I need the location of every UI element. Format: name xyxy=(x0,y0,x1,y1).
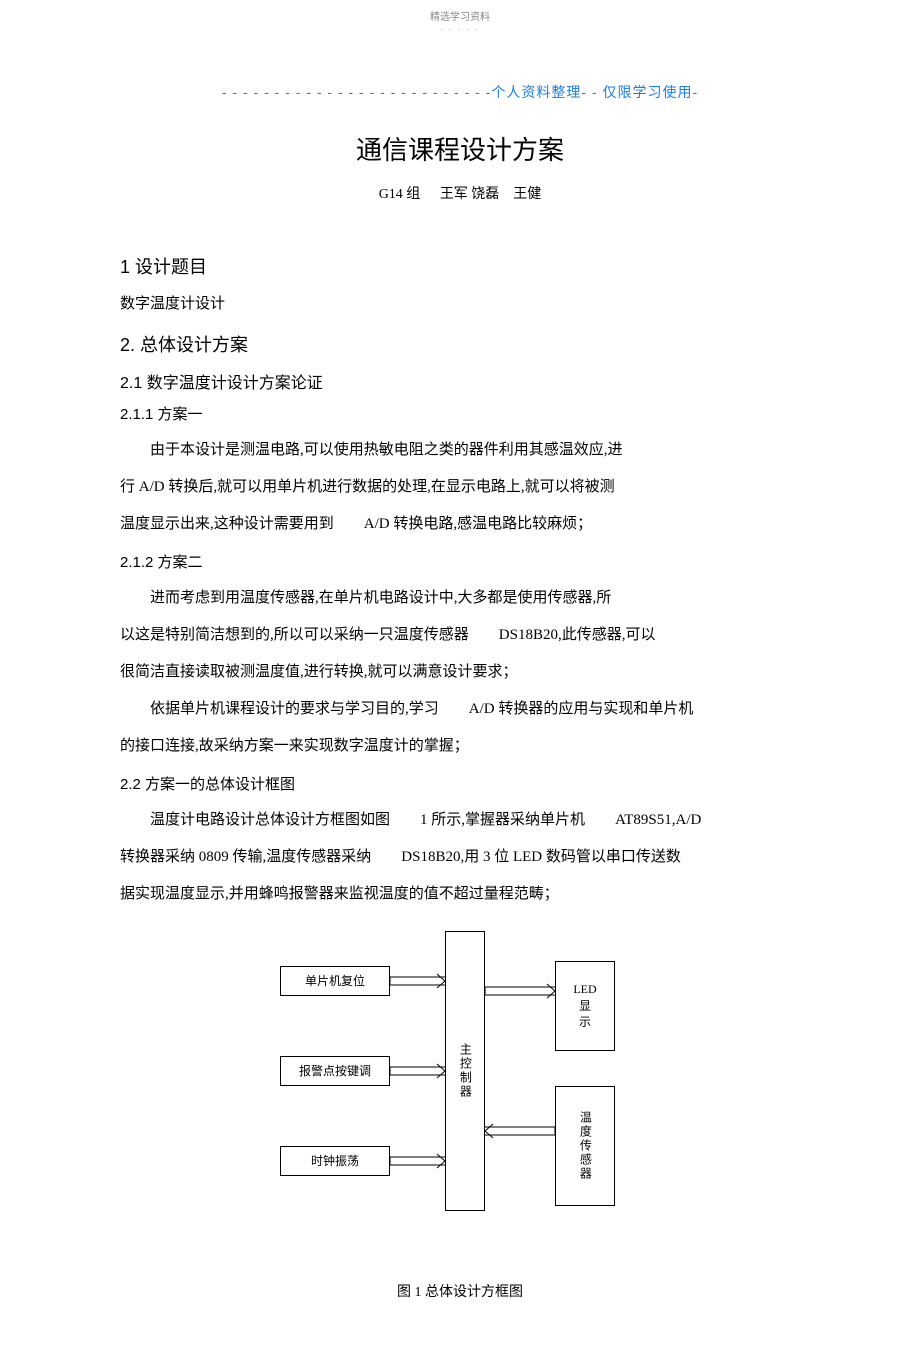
para-211-c: 温度显示出来,这种设计需要用到 A/D 转换电路,感温电路比较麻烦； xyxy=(120,508,800,541)
arrow xyxy=(485,1124,555,1138)
para-22-a: 温度计电路设计总体设计方框图如图 1 所示,掌握器采纳单片机 AT89S51,A… xyxy=(120,804,800,837)
author-names: 王军 饶磊 王健 xyxy=(440,187,542,202)
para-22-b-pre: 转换器采纳 0809 传输,温度传感器采纳 xyxy=(120,849,371,865)
section-2-1-heading: 2.1 数字温度计设计方案论证 xyxy=(120,369,800,393)
arrow xyxy=(485,984,555,998)
arrow xyxy=(390,1154,445,1168)
diagram-box-label-line: 显 xyxy=(579,998,591,1015)
diagram-box-led: LED显示 xyxy=(555,961,615,1051)
para-212-b-pre: 以这是特别简洁想到的,所以可以采纳一只温度传感器 xyxy=(120,627,469,643)
para-212-e: 的接口连接,故采纳方案一来实现数字温度计的掌握； xyxy=(120,730,800,763)
para-212-c: 很简洁直接读取被测温度值,进行转换,就可以满意设计要求； xyxy=(120,656,800,689)
authors-line: G14 组 王军 饶磊 王健 xyxy=(120,183,800,203)
section-2-num: 2. xyxy=(120,335,135,355)
main-title: 通信课程设计方案 xyxy=(120,130,800,167)
diagram-box-ctrl: 主控制器 xyxy=(445,931,485,1211)
divider-prefix: - - - - - - - - - - - - - - - - - - - - … xyxy=(222,84,491,100)
section-2-1-2-heading: 2.1.2 方案二 xyxy=(120,551,800,572)
para-211-b: 行 A/D 转换后,就可以用单片机进行数据的处理,在显示电路上,就可以将被测 xyxy=(120,471,800,504)
para-22-a-pre: 温度计电路设计总体设计方框图如图 xyxy=(150,812,390,828)
section-1-num: 1 xyxy=(120,257,130,277)
arrow xyxy=(390,974,445,988)
author-group: G14 组 xyxy=(379,187,421,202)
diagram-box-clock: 时钟振荡 xyxy=(280,1146,390,1176)
section-2-2-heading: 2.2 方案一的总体设计框图 xyxy=(120,773,800,794)
diagram-box-reset: 单片机复位 xyxy=(280,966,390,996)
diagram-box-label-line: LED xyxy=(573,981,596,998)
diagram-box-label: 温度传感器 xyxy=(577,1111,594,1181)
para-22-b: 转换器采纳 0809 传输,温度传感器采纳 DS18B20,用 3 位 LED … xyxy=(120,841,800,874)
section-1-text: 数字温度计设计 xyxy=(120,289,800,319)
diagram-box-label: 主控制器 xyxy=(457,1043,474,1099)
block-diagram: 单片机复位报警点按键调时钟振荡 主控制器 LED显示温度传感器 xyxy=(250,931,670,1251)
section-2-1-1-heading: 2.1.1 方案一 xyxy=(120,403,800,424)
para-22-b-post: DS18B20,用 3 位 LED 数码管以串口传送数 xyxy=(401,849,681,865)
page-header-sub: - - - - - xyxy=(0,25,920,34)
section-2-heading: 2. 总体设计方案 xyxy=(120,331,800,357)
para-211-a: 由于本设计是测温电路,可以使用热敏电阻之类的器件利用其感温效应,进 xyxy=(120,434,800,467)
diagram-box-temp: 温度传感器 xyxy=(555,1086,615,1206)
page-header-top: 精选学习资料 xyxy=(0,0,920,23)
para-212-b-post: DS18B20,此传感器,可以 xyxy=(499,627,656,643)
para-22-a-post: AT89S51,A/D xyxy=(615,812,701,828)
para-212-d-pre: 依据单片机课程设计的要求与学习目的,学习 xyxy=(150,701,439,717)
arrow xyxy=(390,1064,445,1078)
section-2-title: 总体设计方案 xyxy=(140,335,248,355)
para-22-c: 据实现温度显示,并用蜂鸣报警器来监视温度的值不超过量程范畴； xyxy=(120,878,800,911)
para-22-a-mid: 1 所示,掌握器采纳单片机 xyxy=(420,812,585,828)
para-211-c-pre: 温度显示出来,这种设计需要用到 xyxy=(120,516,334,532)
divider-line: - - - - - - - - - - - - - - - - - - - - … xyxy=(120,82,800,102)
para-211-c-post: A/D 转换电路,感温电路比较麻烦； xyxy=(364,516,592,532)
para-212-d: 依据单片机课程设计的要求与学习目的,学习 A/D 转换器的应用与实现和单片机 xyxy=(120,693,800,726)
section-1-title: 设计题目 xyxy=(135,257,207,277)
figure-1-caption: 图 1 总体设计方框图 xyxy=(120,1281,800,1301)
divider-mid: 个人资料整理 xyxy=(491,84,581,100)
diagram-box-keys: 报警点按键调 xyxy=(280,1056,390,1086)
diagram-box-label-line: 示 xyxy=(579,1014,591,1031)
section-1-heading: 1 设计题目 xyxy=(120,253,800,279)
para-212-a: 进而考虑到用温度传感器,在单片机电路设计中,大多都是使用传感器,所 xyxy=(120,582,800,615)
divider-suffix: - - 仅限学习使用- xyxy=(581,84,698,100)
page-content: - - - - - - - - - - - - - - - - - - - - … xyxy=(0,34,920,1361)
para-212-d-post: A/D 转换器的应用与实现和单片机 xyxy=(469,701,694,717)
para-212-b: 以这是特别简洁想到的,所以可以采纳一只温度传感器 DS18B20,此传感器,可以 xyxy=(120,619,800,652)
